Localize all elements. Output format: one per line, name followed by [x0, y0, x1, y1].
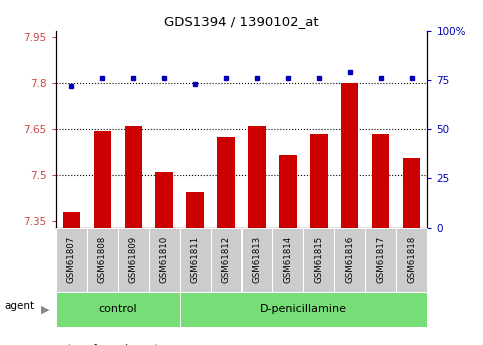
Bar: [62, 212, 80, 228]
Text: agent: agent: [5, 301, 35, 311]
Text: control: control: [98, 304, 137, 314]
Bar: [125, 126, 142, 228]
Text: GSM61814: GSM61814: [284, 236, 293, 283]
Bar: [403, 158, 421, 228]
Text: GSM61808: GSM61808: [98, 236, 107, 283]
Text: GSM61818: GSM61818: [408, 236, 416, 283]
Text: GSM61812: GSM61812: [222, 236, 230, 283]
Bar: [217, 137, 235, 228]
Text: GSM61813: GSM61813: [253, 236, 261, 283]
Text: GSM61809: GSM61809: [128, 236, 138, 283]
Text: transformed count: transformed count: [68, 344, 158, 345]
Text: GSM61807: GSM61807: [67, 236, 75, 283]
Text: D-penicillamine: D-penicillamine: [260, 304, 347, 314]
Title: GDS1394 / 1390102_at: GDS1394 / 1390102_at: [164, 16, 319, 29]
Text: GSM61810: GSM61810: [159, 236, 169, 283]
Text: GSM61815: GSM61815: [314, 236, 324, 283]
Bar: [311, 134, 327, 228]
Bar: [341, 83, 358, 228]
Bar: [94, 131, 111, 228]
Bar: [186, 192, 203, 228]
Text: GSM61816: GSM61816: [345, 236, 355, 283]
Bar: [248, 126, 266, 228]
Text: GSM61817: GSM61817: [376, 236, 385, 283]
Text: GSM61811: GSM61811: [190, 236, 199, 283]
Bar: [156, 172, 172, 228]
Bar: [372, 134, 389, 228]
Text: ▶: ▶: [41, 304, 50, 314]
Bar: [280, 155, 297, 228]
